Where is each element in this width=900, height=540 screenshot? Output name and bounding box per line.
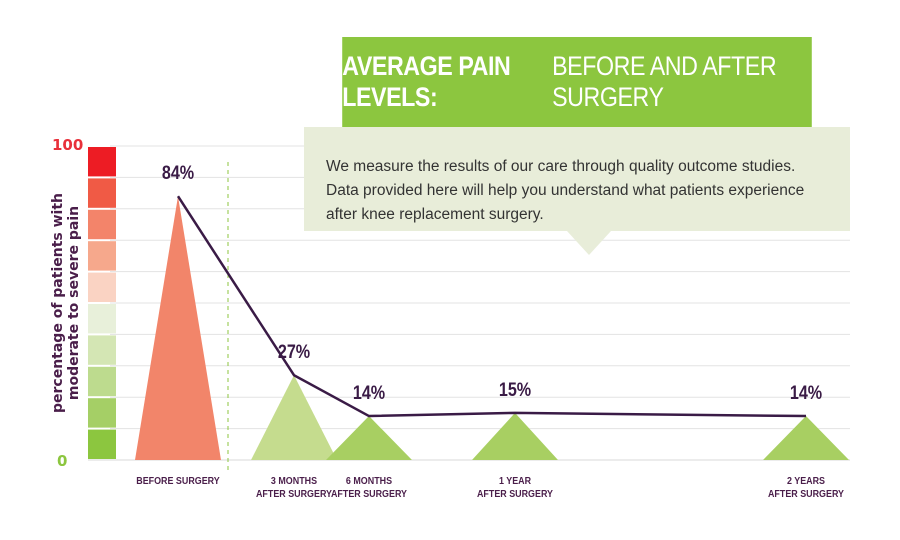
value-triangle — [472, 412, 558, 460]
scale-segment — [88, 304, 116, 334]
x-tick-label: 6 MONTHS AFTER SURGERY — [330, 475, 408, 500]
x-tick-label: 2 YEARS AFTER SURGERY — [767, 475, 845, 500]
scale-segment — [88, 178, 116, 208]
scale-segment — [88, 398, 116, 428]
data-label: 84% — [161, 163, 195, 185]
x-tick-label: 3 MONTHS AFTER SURGERY — [255, 475, 333, 500]
value-triangle — [251, 375, 337, 460]
scale-segment — [88, 366, 116, 397]
value-triangles — [135, 196, 849, 461]
description-text: We measure the results of our care throu… — [326, 158, 805, 223]
scale-segment — [88, 147, 116, 177]
data-label: 14% — [352, 383, 386, 405]
y-tick-top: 100 — [52, 136, 84, 154]
scale-segment — [88, 272, 116, 302]
chart-title: AVERAGE PAIN LEVELS: BEFORE AND AFTER SU… — [342, 37, 812, 127]
x-tick-label: 1 YEAR AFTER SURGERY — [476, 475, 554, 500]
y-axis-label: percentage of patients with moderate to … — [50, 193, 82, 414]
scale-segment — [88, 335, 116, 365]
scale-segment — [88, 209, 116, 240]
data-label: 14% — [789, 383, 823, 405]
scale-segment — [88, 429, 116, 459]
value-triangle — [763, 416, 849, 460]
scale-segment — [88, 241, 116, 271]
description-pointer — [567, 231, 611, 255]
data-label: 27% — [277, 342, 311, 364]
pain-color-scale — [88, 147, 116, 459]
title-bold: AVERAGE PAIN LEVELS: — [342, 51, 511, 112]
y-tick-bottom: 0 — [57, 452, 68, 470]
x-tick-label: BEFORE SURGERY — [136, 475, 220, 487]
data-label: 15% — [498, 379, 532, 401]
trend-line — [176, 195, 807, 418]
value-triangle — [135, 196, 221, 461]
title-light: BEFORE AND AFTER SURGERY — [552, 51, 777, 112]
description-box: We measure the results of our care throu… — [304, 127, 850, 231]
value-triangle — [326, 416, 412, 460]
